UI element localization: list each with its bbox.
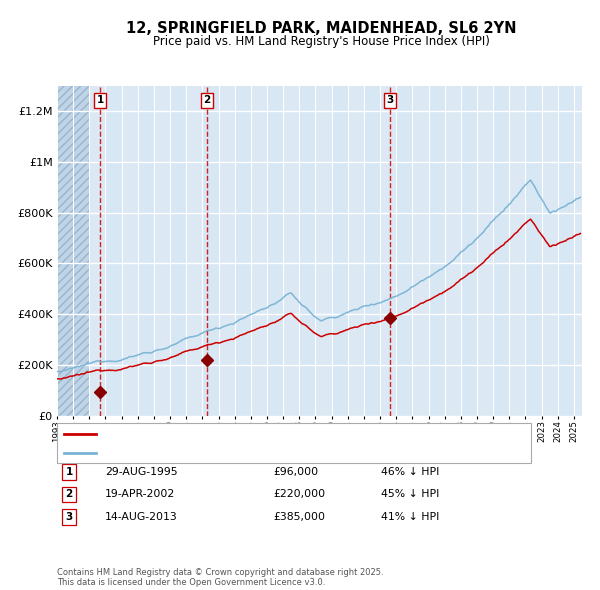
Bar [299, 86, 316, 416]
Text: HPI: Average price, detached house, Windsor and Maidenhead: HPI: Average price, detached house, Wind… [102, 448, 413, 458]
Bar [106, 86, 122, 416]
Text: 3: 3 [65, 512, 73, 522]
Bar [396, 86, 412, 416]
Bar [428, 86, 445, 416]
Bar [461, 86, 477, 416]
Bar [332, 86, 348, 416]
Text: £385,000: £385,000 [273, 512, 325, 522]
Text: 29-AUG-1995: 29-AUG-1995 [105, 467, 178, 477]
Bar [138, 86, 154, 416]
Text: 12, SPRINGFIELD PARK, MAIDENHEAD, SL6 2YN (detached house): 12, SPRINGFIELD PARK, MAIDENHEAD, SL6 2Y… [102, 430, 428, 440]
Bar [267, 86, 283, 416]
Text: Price paid vs. HM Land Registry's House Price Index (HPI): Price paid vs. HM Land Registry's House … [152, 35, 490, 48]
Bar [526, 86, 542, 416]
Text: Contains HM Land Registry data © Crown copyright and database right 2025.
This d: Contains HM Land Registry data © Crown c… [57, 568, 383, 587]
Text: 19-APR-2002: 19-APR-2002 [105, 490, 175, 499]
Text: 3: 3 [386, 96, 394, 106]
Text: 1: 1 [65, 467, 73, 477]
Text: 46% ↓ HPI: 46% ↓ HPI [381, 467, 439, 477]
Bar [73, 86, 89, 416]
Bar [202, 86, 218, 416]
Bar [170, 86, 186, 416]
Text: 1: 1 [97, 96, 104, 106]
Text: 12, SPRINGFIELD PARK, MAIDENHEAD, SL6 2YN: 12, SPRINGFIELD PARK, MAIDENHEAD, SL6 2Y… [126, 21, 516, 35]
Text: 45% ↓ HPI: 45% ↓ HPI [381, 490, 439, 499]
Text: 2: 2 [203, 96, 211, 106]
Text: 2: 2 [65, 490, 73, 499]
Bar [57, 86, 89, 416]
Text: 41% ↓ HPI: 41% ↓ HPI [381, 512, 439, 522]
Bar [364, 86, 380, 416]
Bar [493, 86, 509, 416]
Text: £96,000: £96,000 [273, 467, 318, 477]
Bar [235, 86, 251, 416]
Text: 14-AUG-2013: 14-AUG-2013 [105, 512, 178, 522]
Bar [558, 86, 574, 416]
Text: £220,000: £220,000 [273, 490, 325, 499]
